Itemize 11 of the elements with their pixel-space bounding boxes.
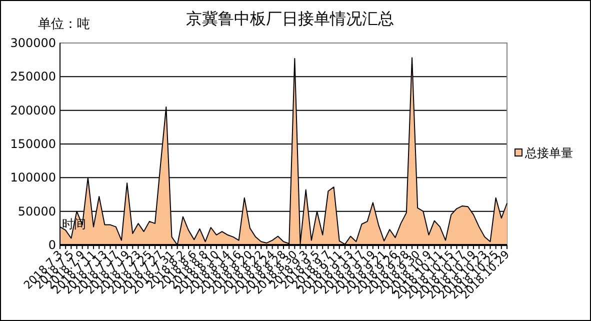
y-tick-label: 200000 (10, 103, 56, 118)
y-tick-label: 150000 (10, 137, 56, 151)
y-tick-label: 50000 (18, 204, 56, 218)
y-tick-label: 300000 (10, 36, 56, 50)
chart-title: 京冀鲁中板厂日接单情况汇总 (186, 9, 394, 28)
y-tick-label: 0 (48, 238, 56, 252)
legend-label: 总接单量 (524, 146, 573, 160)
y-tick-label: 250000 (10, 70, 56, 84)
y-tick-label: 100000 (10, 170, 56, 185)
x-axis-title: 时间 (62, 217, 86, 231)
y-axis-title: 单位：吨 (38, 17, 90, 32)
